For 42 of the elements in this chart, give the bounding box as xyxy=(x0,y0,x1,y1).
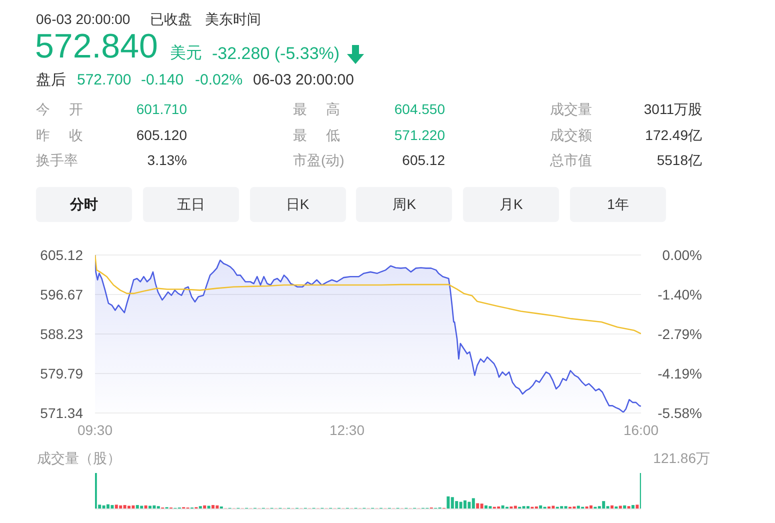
x-tick-label: 09:30 xyxy=(77,422,113,438)
text: 172.49亿 xyxy=(645,126,702,143)
y2-tick-label: -5.58% xyxy=(658,404,702,421)
text: 最高 xyxy=(293,100,340,117)
text: 成交量 xyxy=(550,100,592,117)
text: 美元 xyxy=(170,44,202,62)
text: -0.140 xyxy=(141,71,184,88)
text: 3011万股 xyxy=(644,100,702,117)
x-tick-label: 16:00 xyxy=(623,422,659,438)
text: 换手率 xyxy=(36,152,78,168)
text: 3.13% xyxy=(147,152,187,168)
text: 604.550 xyxy=(394,100,445,117)
text: 美东时间 xyxy=(205,10,261,27)
text: 605.120 xyxy=(136,126,187,143)
y2-tick-label: 0.00% xyxy=(662,246,702,263)
text: 06-03 20:00:00 xyxy=(36,10,130,27)
y2-tick-label: -2.79% xyxy=(658,326,702,342)
y-tick-label: 596.67 xyxy=(40,286,84,302)
text: 已收盘 xyxy=(150,10,192,27)
text: 572.840 xyxy=(35,27,158,66)
y-tick-label: 588.23 xyxy=(40,326,84,342)
y2-tick-label: -4.19% xyxy=(658,366,702,382)
text: 605.12 xyxy=(402,152,445,168)
text: 5518亿 xyxy=(656,152,702,168)
text: 572.700 xyxy=(77,71,132,88)
x-tick-label: 12:30 xyxy=(329,422,365,438)
y-tick-label: 579.79 xyxy=(40,365,84,382)
y2-tick-label: -1.40% xyxy=(658,286,702,303)
text: 盘后 xyxy=(36,71,66,88)
text: 601.710 xyxy=(136,100,187,117)
text: 今开 xyxy=(36,100,83,117)
text: 最低 xyxy=(293,126,340,143)
text: 06-03 20:00:00 xyxy=(253,71,354,88)
y-tick-label: 571.34 xyxy=(40,404,84,421)
text: 市盈(动) xyxy=(293,152,344,168)
text: 成交额 xyxy=(550,126,592,143)
text: 总市值 xyxy=(550,152,592,168)
text: 昨收 xyxy=(36,126,83,143)
text: -0.02% xyxy=(195,71,243,88)
y-tick-label: 605.12 xyxy=(40,246,84,263)
text: 571.220 xyxy=(394,126,445,143)
text: -32.280 (-5.33%) xyxy=(212,44,340,64)
